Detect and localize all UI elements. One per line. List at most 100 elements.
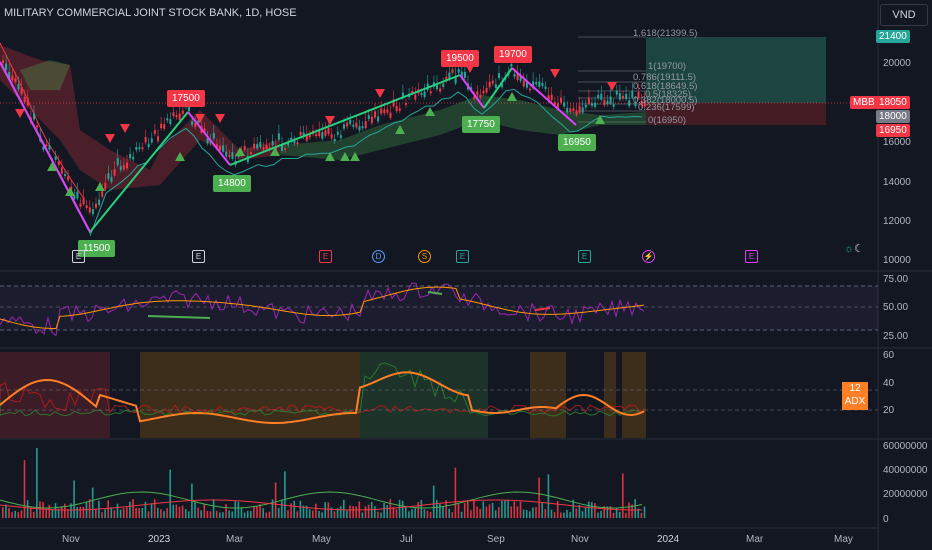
volume-bar [197, 507, 199, 518]
volume-bar [535, 506, 537, 518]
earnings-event-icon[interactable]: E [578, 250, 591, 263]
candle-body [277, 133, 280, 140]
candle-body [215, 144, 218, 149]
volume-bar [141, 508, 144, 518]
candle-body [553, 102, 556, 105]
volume-bar [615, 507, 618, 518]
volume-bar [166, 508, 168, 518]
volume-bar [479, 508, 481, 518]
sell-signal-icon [195, 114, 205, 123]
volume-bar [219, 512, 221, 518]
candle-body [8, 72, 11, 79]
volume-bar [634, 499, 636, 518]
volume-bar [95, 508, 97, 518]
dividend-event-icon[interactable]: D [372, 250, 385, 263]
volume-bar [436, 499, 438, 518]
candle-body [591, 103, 593, 106]
volume-bar [60, 506, 63, 518]
volume-bar [51, 509, 54, 518]
candle-body [45, 144, 48, 147]
time-tick: May [834, 534, 853, 545]
pivot-low-flag[interactable]: 16950 [558, 134, 596, 151]
candle-body [135, 146, 138, 150]
candle-body [116, 158, 119, 166]
volume-bar [194, 502, 196, 518]
volume-bar [284, 471, 286, 518]
pivot-low-flag[interactable]: 17750 [462, 116, 500, 133]
candle-body [398, 108, 401, 111]
volume-bar [622, 473, 624, 518]
volume-bar [153, 499, 156, 518]
buy-signal-icon [340, 152, 350, 161]
pivot-high-flag[interactable]: 17500 [167, 90, 205, 107]
candle-body [572, 108, 575, 112]
volume-bar [510, 506, 512, 518]
pivot-high-flag[interactable]: 19500 [441, 50, 479, 67]
volume-bar [612, 512, 615, 518]
candle-body [361, 126, 364, 129]
candle-body [308, 134, 311, 138]
currency-button[interactable]: VND [880, 4, 928, 26]
volume-bar [268, 511, 271, 518]
volume-bar [126, 507, 128, 518]
candle-body [82, 197, 85, 205]
candle-body [287, 143, 290, 146]
volume-bar [482, 501, 485, 518]
volume-bar [178, 506, 181, 518]
buy-signal-icon [350, 152, 360, 161]
volume-bar [352, 506, 354, 518]
earnings-event-icon[interactable]: E [456, 250, 469, 263]
time-tick: Nov [571, 534, 589, 545]
session-sun-icon[interactable]: ☼ [844, 243, 855, 255]
candle-body [482, 90, 485, 94]
split-event-icon[interactable]: S [418, 250, 431, 263]
pivot-low-flag[interactable]: 11500 [78, 240, 116, 257]
session-moon-icon[interactable]: ☾ [854, 243, 864, 255]
price-tick: 14000 [883, 177, 911, 188]
sell-signal-icon [105, 134, 115, 143]
candle-body [628, 100, 631, 106]
earnings-event-icon[interactable]: E [72, 250, 85, 263]
candle-body [538, 81, 541, 87]
earnings-event-icon[interactable]: E [319, 250, 332, 263]
buy-signal-icon [325, 152, 335, 161]
zigzag-segment [0, 61, 91, 233]
news-event-icon[interactable]: ⚡ [642, 250, 655, 263]
volume-bar [14, 510, 16, 518]
candle-body [76, 191, 79, 199]
volume-bar [349, 505, 351, 518]
candle-body [302, 132, 305, 138]
earnings-event-icon[interactable]: E [745, 250, 758, 263]
volume-bar [504, 500, 506, 518]
earnings-event-icon[interactable]: E [192, 250, 205, 263]
volume-bar [597, 512, 599, 518]
rsi-divergence [534, 307, 551, 311]
candle-body [14, 78, 17, 82]
volume-bar [488, 504, 491, 518]
volume-bar [48, 504, 51, 518]
volume-bar [110, 507, 113, 518]
volume-bar [494, 510, 497, 518]
volume-bar [584, 507, 587, 518]
candle-body [104, 182, 107, 190]
volume-bar [160, 509, 162, 518]
target-price-tag: 21400 [876, 30, 910, 43]
candle-body [358, 126, 361, 131]
pivot-low-flag[interactable]: 14800 [213, 175, 251, 192]
rsi-tick: 50.00 [883, 302, 909, 313]
volume-tick: 40000000 [883, 465, 928, 476]
candle-body [625, 93, 628, 100]
candle-body [457, 69, 460, 73]
volume-bar [57, 508, 60, 518]
volume-bar [333, 511, 336, 518]
volume-bar [405, 506, 407, 518]
zigzag-segment [229, 74, 461, 166]
pivot-high-flag[interactable]: 19700 [494, 46, 532, 63]
candle-body [560, 97, 562, 103]
volume-bar [308, 509, 311, 518]
candle-body [256, 143, 259, 149]
volume-bar [228, 510, 230, 518]
candle-body [54, 156, 57, 160]
candle-body [600, 93, 603, 100]
